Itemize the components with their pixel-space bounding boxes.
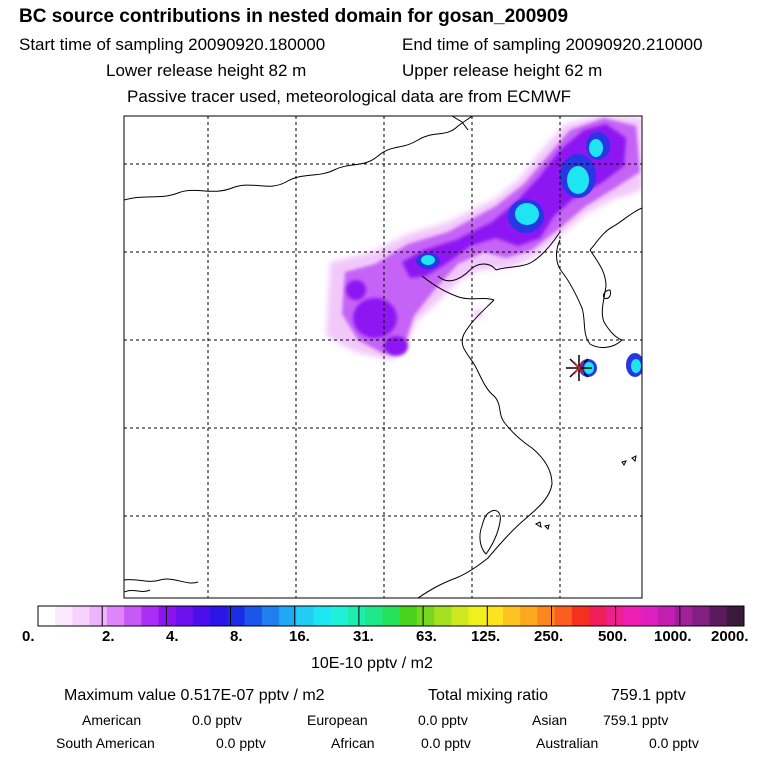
colorbar-swatch: [175, 606, 194, 626]
colorbar-swatch: [640, 606, 659, 626]
colorbar-swatch: [554, 606, 573, 626]
source-value-american: 0.0 pptv: [192, 712, 242, 728]
colorbar-swatch: [657, 606, 676, 626]
colorbar-swatch: [675, 606, 693, 626]
colorbar-tick-label: 500.: [598, 628, 628, 645]
map-frame: [123, 115, 643, 599]
colorbar-swatch: [692, 606, 711, 626]
colorbar-swatch: [192, 606, 211, 626]
colorbar-tick-label: 4.: [166, 628, 179, 645]
colorbar-tick-label: 125.: [471, 628, 501, 645]
colorbar-swatch: [589, 606, 607, 626]
map-title: BC source contributions in nested domain…: [19, 6, 569, 27]
colorbar-swatch: [72, 606, 91, 626]
source-name-european: European: [307, 712, 368, 728]
colorbar-swatch: [709, 606, 728, 626]
source-value-african: 0.0 pptv: [421, 735, 471, 751]
colorbar-swatch: [261, 606, 280, 626]
colorbar-swatch: [726, 606, 745, 626]
colorbar-swatch: [399, 606, 418, 626]
source-name-asian: Asian: [532, 712, 568, 728]
receptor-marker: [566, 355, 592, 381]
colorbar-swatch: [210, 606, 228, 626]
concentration-field: [326, 116, 642, 377]
colorbar-swatch: [106, 606, 125, 626]
colorbar-swatch: [434, 606, 452, 626]
source-name-african: African: [331, 735, 375, 751]
colorbar-swatch: [537, 606, 556, 626]
total-mixing-ratio-label: Total mixing ratio: [428, 687, 549, 704]
colorbar-swatch: [279, 606, 297, 626]
colorbar-swatch: [38, 606, 56, 626]
source-value-australian: 0.0 pptv: [649, 735, 699, 751]
colorbar-swatch: [55, 606, 73, 626]
colorbar-swatch: [227, 606, 246, 626]
colorbar-swatch: [520, 606, 538, 626]
colorbar-tick-label: 250.: [534, 628, 564, 645]
upper-release-height: Upper release height 62 m: [402, 61, 603, 80]
colorbar-tick-label: 63.: [416, 628, 437, 645]
coastlines: [124, 116, 642, 598]
source-value-european: 0.0 pptv: [418, 712, 468, 728]
colorbar-swatch: [141, 606, 160, 626]
max-value: Maximum value 0.517E-07 pptv / m2: [64, 687, 325, 704]
colorbar-swatch: [89, 606, 108, 626]
source-name-american: American: [82, 712, 142, 728]
colorbar-tick-label: 1000.: [654, 628, 692, 645]
colorbar-units: 10E-10 pptv / m2: [311, 655, 433, 672]
colorbar-swatch: [365, 606, 383, 626]
colorbar-swatch: [244, 606, 263, 626]
colorbar-swatch: [502, 606, 521, 626]
colorbar-swatch: [382, 606, 401, 626]
graticule: [124, 116, 642, 598]
colorbar-swatch: [416, 606, 435, 626]
colorbar-swatch: [124, 606, 142, 626]
colorbar-tick-label: 0.: [22, 628, 35, 645]
colorbar-swatch: [468, 606, 487, 626]
colorbar-tick-label: 8.: [230, 628, 243, 645]
colorbar-swatch: [158, 606, 177, 626]
total-mixing-ratio-value: 759.1 pptv: [611, 687, 686, 704]
colorbar-tick-label: 2.: [102, 628, 115, 645]
source-value-asian: 759.1 pptv: [603, 712, 669, 728]
colorbar-swatch: [347, 606, 366, 626]
colorbar-swatch: [485, 606, 504, 626]
colorbar-swatch: [330, 606, 349, 626]
start-time: Start time of sampling 20090920.180000: [19, 35, 326, 54]
end-time: End time of sampling 20090920.210000: [402, 35, 703, 54]
source-name-australian: Australian: [536, 735, 599, 751]
lower-release-height: Lower release height 82 m: [106, 61, 307, 80]
colorbar-swatch: [451, 606, 469, 626]
colorbar-swatch: [571, 606, 590, 626]
colorbar-swatch: [313, 606, 332, 626]
source-value-south-american: 0.0 pptv: [216, 735, 266, 751]
colorbar-swatch: [296, 606, 315, 626]
colorbar-tick-label: 16.: [289, 628, 310, 645]
colorbar-tick-label: 31.: [353, 628, 374, 645]
source-name-south-american: South American: [56, 735, 155, 751]
colorbar-swatch: [623, 606, 642, 626]
tracer-note: Passive tracer used, meteorological data…: [127, 87, 572, 106]
colorbar-tick-label: 2000.: [711, 628, 749, 645]
